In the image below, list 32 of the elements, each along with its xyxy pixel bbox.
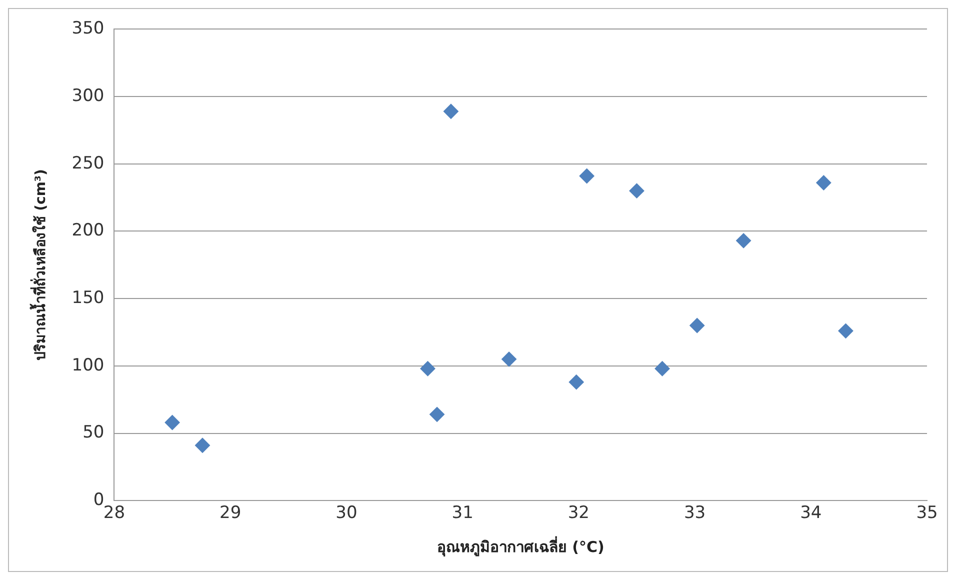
point <box>816 175 832 190</box>
x-tick-label: 33 <box>684 503 706 524</box>
y-tick-label: 0 <box>93 490 104 510</box>
point <box>443 104 458 119</box>
y-tick-label: 250 <box>72 153 104 174</box>
y-tick-label: 50 <box>82 422 104 443</box>
x-tick-label: 28 <box>103 503 126 524</box>
point <box>430 406 445 422</box>
x-axis-title: อุณหภูมิอากาศเฉลี่ย (°C) <box>436 536 604 557</box>
y-tick-label: 200 <box>72 220 104 241</box>
point <box>502 352 517 367</box>
y-axis-title: ปริมาณน้ำที่ถั่วเหลืองใช้ (cm³) <box>29 169 50 361</box>
y-tick-label: 100 <box>72 355 104 376</box>
point <box>579 168 594 184</box>
point <box>838 323 854 338</box>
point <box>164 414 180 430</box>
y-tick-label: 350 <box>72 18 104 39</box>
x-tick-label: 30 <box>336 503 358 524</box>
point <box>736 233 752 248</box>
point <box>690 318 705 334</box>
point <box>629 183 644 198</box>
y-tick-label: 150 <box>72 288 104 308</box>
point <box>194 438 210 453</box>
point <box>568 374 584 390</box>
x-tick-label: 35 <box>916 503 938 524</box>
point <box>654 361 670 376</box>
y-tick-label: 300 <box>72 86 104 106</box>
x-tick-label: 29 <box>220 503 242 524</box>
x-tick-label: 32 <box>568 503 590 524</box>
x-tick-label: 34 <box>800 503 822 524</box>
point <box>420 361 436 376</box>
x-tick-label: 31 <box>452 503 474 524</box>
